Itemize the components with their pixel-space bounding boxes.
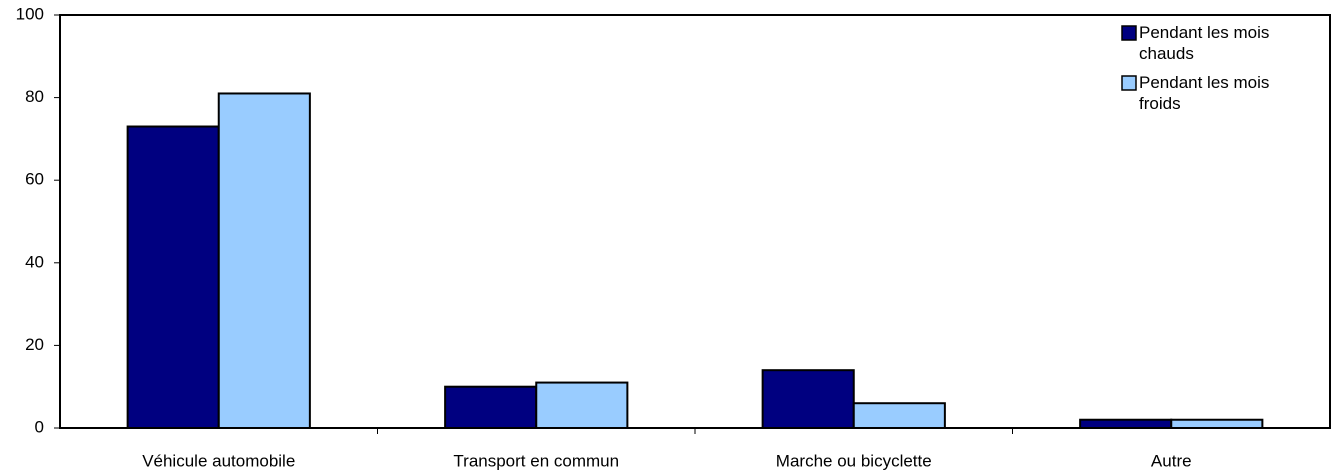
x-tick-label: Transport en commun bbox=[453, 451, 619, 470]
bar bbox=[126, 125, 220, 429]
bar bbox=[217, 92, 311, 429]
bar bbox=[761, 369, 855, 429]
bar bbox=[535, 381, 629, 430]
x-tick-label: Véhicule automobile bbox=[142, 451, 295, 470]
x-tick-label: Autre bbox=[1151, 451, 1192, 470]
y-tick-label: 80 bbox=[25, 87, 44, 106]
legend-entry: Pendant les mois froids bbox=[1139, 73, 1270, 113]
bar bbox=[852, 402, 946, 430]
x-tick-label: Marche ou bicyclette bbox=[776, 451, 932, 470]
y-tick-label: 0 bbox=[35, 417, 44, 436]
legend-label: Pendant les mois froids bbox=[1139, 73, 1270, 113]
plot-frame bbox=[59, 14, 1331, 429]
y-tick-label: 60 bbox=[25, 170, 44, 189]
bar bbox=[1170, 418, 1264, 429]
y-tick-label: 20 bbox=[25, 335, 44, 354]
legend-entry: Pendant les mois chauds bbox=[1139, 23, 1270, 63]
y-tick-label: 100 bbox=[16, 4, 44, 23]
bar bbox=[1079, 418, 1173, 429]
legend-label: Pendant les mois chauds bbox=[1139, 23, 1270, 63]
legend-swatch bbox=[1121, 75, 1137, 91]
bar bbox=[444, 385, 538, 430]
y-tick-label: 40 bbox=[25, 252, 44, 271]
legend-swatch bbox=[1121, 25, 1137, 41]
